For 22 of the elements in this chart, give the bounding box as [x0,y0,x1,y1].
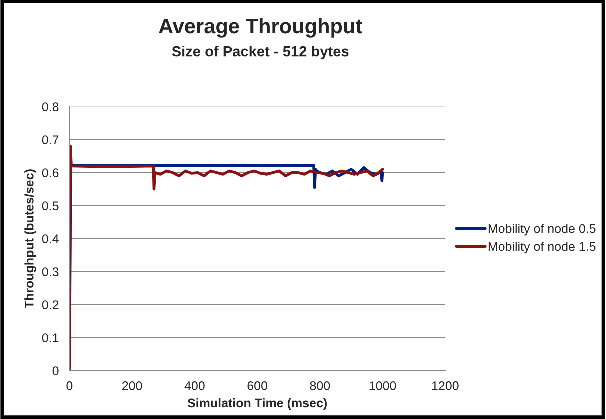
x-axis-title: Simulation Time (msec) [188,398,327,410]
x-tick-label: 600 [248,382,268,390]
chart-subtitle: Size of Packet - 512 bytes [172,46,349,60]
x-tick-label: 200 [122,382,142,390]
y-tick-label: 0.4 [42,234,59,244]
y-tick-label: 0.6 [42,168,59,178]
chart-title: Average Throughput [159,18,362,38]
y-tick-label: 0.1 [42,334,59,342]
x-tick-label: 1200 [432,382,459,390]
legend-label: Mobility of node 1.5 [488,242,596,254]
legend-label: Mobility of node 0.5 [488,224,596,236]
x-tick-label: 400 [184,382,205,390]
y-tick-label: 0.5 [42,202,59,210]
x-tick-label: 800 [310,382,330,390]
x-tick-label: 0 [66,382,73,390]
y-tick-label: 0.2 [42,300,59,310]
y-tick-label: 0.7 [42,136,59,144]
y-tick-label: 0.8 [42,102,59,112]
y-tick-label: 0.3 [42,268,59,276]
x-tick-label: 1000 [370,382,396,390]
y-tick-label: 0 [52,366,59,376]
y-axis-title: Throughput (butes/sec) [24,170,36,308]
